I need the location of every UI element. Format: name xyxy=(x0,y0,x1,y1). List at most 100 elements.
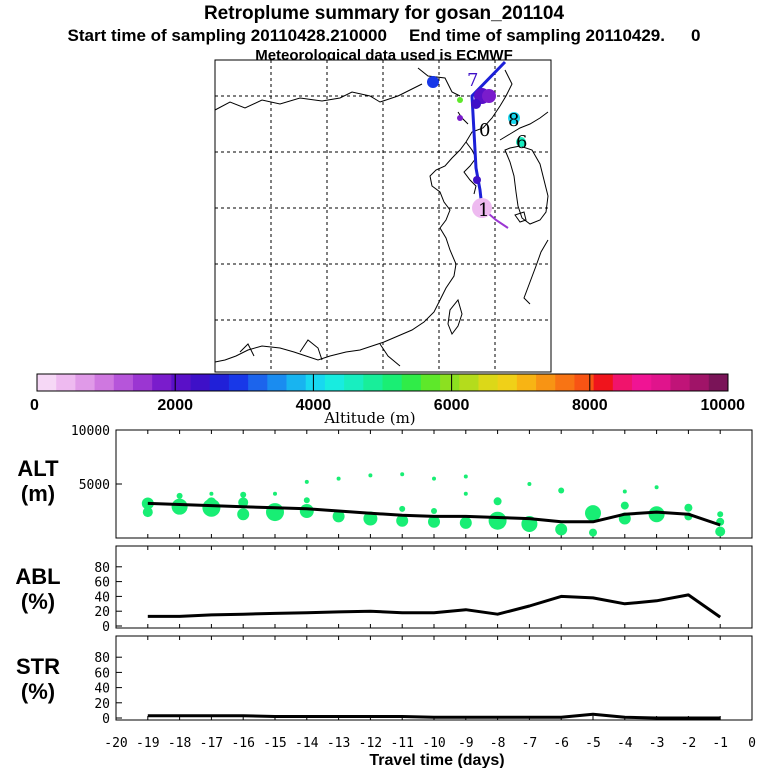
colorbar-swatch xyxy=(420,374,441,391)
altitude-cluster-point xyxy=(463,491,468,496)
panel-alt: ALT(m) 5000 10000 xyxy=(17,424,753,539)
panel-ylabel-top: ABL xyxy=(15,564,60,589)
colorbar-swatch xyxy=(209,374,230,391)
y-tick-label: 80 xyxy=(94,561,110,576)
altitude-cluster-point xyxy=(589,528,597,537)
colorbar-frame xyxy=(36,373,729,392)
x-tick-label: -19 xyxy=(136,736,159,751)
colorbar-swatch xyxy=(593,374,614,391)
colorbar-swatch xyxy=(497,374,518,391)
altitude-cluster-point xyxy=(303,497,310,504)
colorbar-tick-labels: 0 2000 4000 6000 8000 10000 xyxy=(30,397,745,414)
day-label: 7 xyxy=(467,70,478,91)
x-tick-label: -14 xyxy=(295,736,319,751)
y-tick-label: 40 xyxy=(94,682,110,697)
altitude-cluster-point xyxy=(527,482,532,486)
colorbar-swatch xyxy=(708,374,729,391)
colorbar-swatch xyxy=(75,374,95,391)
colorbar-label: Altitude (m) xyxy=(323,409,415,427)
colorbar-swatch xyxy=(612,374,633,391)
altitude-cluster-point xyxy=(654,485,659,490)
y-tick-label: 60 xyxy=(94,576,110,591)
day-label: 6 xyxy=(516,132,527,153)
map-panel: 7 8 6 0 1 xyxy=(214,59,552,373)
day-label: 0 xyxy=(479,120,490,141)
altitude-cluster-point xyxy=(620,501,629,510)
series-line xyxy=(147,593,722,619)
colorbar-swatch xyxy=(574,374,595,391)
colorbar-swatch xyxy=(516,374,537,391)
colorbar-swatch xyxy=(267,374,287,391)
day-label: 8 xyxy=(508,110,519,131)
colorbar-swatch xyxy=(94,374,115,391)
colorbar-swatch xyxy=(190,374,211,391)
x-tick-label: -4 xyxy=(617,736,633,751)
colorbar-swatch xyxy=(689,374,710,391)
colorbar-swatch xyxy=(632,374,652,391)
y-tick-label: 5000 xyxy=(79,478,110,493)
y-tick-label: 10000 xyxy=(71,424,110,439)
x-tick-label: -16 xyxy=(231,736,254,751)
x-tick-label: -13 xyxy=(327,736,350,751)
colorbar-swatch xyxy=(152,374,172,391)
day-labels: 7 8 6 0 1 xyxy=(467,70,527,221)
altitude-cluster-point xyxy=(304,479,309,484)
altitude-cluster-point xyxy=(266,503,284,522)
colorbar-swatch xyxy=(382,374,403,391)
x-tick-label: -1 xyxy=(712,736,728,751)
colorbar-swatch xyxy=(459,374,479,391)
cluster-marker xyxy=(516,137,526,147)
altitude-cluster-point xyxy=(209,491,214,496)
x-tick-label: -7 xyxy=(522,736,538,751)
altitude-cluster-point xyxy=(463,474,468,479)
x-tick-label: -3 xyxy=(649,736,665,751)
altitude-cluster-point xyxy=(237,508,250,521)
altitude-cluster-point xyxy=(585,505,601,522)
altitude-cluster-point xyxy=(176,492,183,499)
altitude-cluster-point xyxy=(273,491,277,496)
altitude-cluster-point xyxy=(558,487,565,494)
altitude-cluster-point xyxy=(400,472,405,477)
altitude-cluster-point xyxy=(238,497,249,508)
y-tick-label: 0 xyxy=(102,620,110,635)
x-tick-label: -5 xyxy=(585,736,601,751)
trajectory xyxy=(427,60,526,229)
cluster-marker xyxy=(473,176,481,184)
panel-ylabel-top: ALT xyxy=(17,456,59,481)
cluster-marker xyxy=(472,198,492,218)
x-tick-label: -15 xyxy=(263,736,286,751)
colorbar-swatch xyxy=(344,374,364,391)
y-tick-label: 0 xyxy=(102,712,110,727)
altitude-cluster-point xyxy=(368,473,373,478)
altitude-cluster-point xyxy=(715,526,726,537)
x-tick-label: -2 xyxy=(681,736,697,751)
altitude-cluster-point xyxy=(336,476,341,481)
colorbar-swatch xyxy=(670,374,691,391)
cluster-marker xyxy=(457,115,463,121)
colorbar-swatches xyxy=(37,374,729,391)
cluster-marker xyxy=(471,99,481,109)
colorbar-swatch xyxy=(536,374,556,391)
colorbar-swatch xyxy=(56,374,76,391)
x-tick-label: -8 xyxy=(490,736,506,751)
x-axis-label: Travel time (days) xyxy=(369,752,504,768)
end-time-suffix: 0 xyxy=(690,26,701,45)
altitude-cluster-point xyxy=(240,491,247,498)
x-tick-label: -12 xyxy=(359,736,382,751)
colorbar-swatch xyxy=(171,374,191,391)
colorbar-swatch xyxy=(132,374,153,391)
x-tick-label: -11 xyxy=(390,736,413,751)
altitude-cluster-point xyxy=(399,505,406,512)
series-line xyxy=(147,501,721,527)
colorbar-swatch xyxy=(37,374,57,391)
series-line xyxy=(147,712,721,720)
altitude-cluster-point xyxy=(431,508,437,514)
altitude-cluster-point xyxy=(488,511,507,530)
x-tick-label: -17 xyxy=(200,736,223,751)
panel-frame xyxy=(115,635,753,721)
colorbar-swatch xyxy=(113,374,134,391)
altitude-cluster-point xyxy=(648,506,665,523)
colorbar-tick-label: 0 xyxy=(30,397,39,414)
